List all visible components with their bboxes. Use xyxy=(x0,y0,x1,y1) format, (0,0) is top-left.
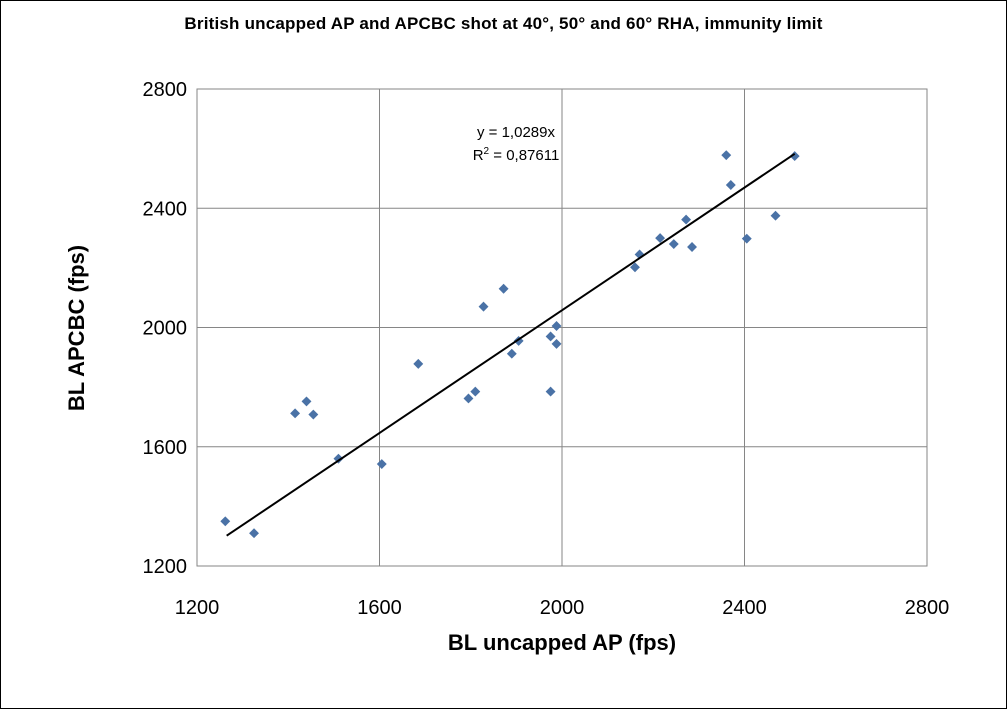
data-point xyxy=(721,150,732,161)
data-point xyxy=(545,331,556,342)
trendline-equation: y = 1,0289x xyxy=(477,124,555,141)
trendline xyxy=(226,153,796,537)
x-tick-label: 2800 xyxy=(905,597,950,619)
y-axis-label: BL APCBC (fps) xyxy=(64,244,89,412)
data-point xyxy=(463,393,474,404)
data-point xyxy=(249,528,259,539)
data-point xyxy=(668,239,679,249)
data-point xyxy=(630,262,640,273)
data-point xyxy=(770,210,781,221)
data-point xyxy=(551,338,562,349)
data-point xyxy=(687,242,697,252)
data-point xyxy=(741,233,752,244)
data-point xyxy=(376,459,387,469)
y-tick-label: 1600 xyxy=(143,437,188,459)
x-tick-label: 1200 xyxy=(175,597,220,619)
data-point xyxy=(506,348,517,359)
y-tick-label: 2400 xyxy=(143,198,188,220)
x-tick-label: 2000 xyxy=(540,597,585,619)
y-tick-label: 2000 xyxy=(143,318,188,340)
r-squared-label: R2 = 0,87611 xyxy=(473,146,560,164)
tick-labels: 1200 1600 2000 2400 2800 1200 1600 2000 2400 2800 xyxy=(143,79,950,619)
data-point xyxy=(789,151,800,162)
y-tick-label: 1200 xyxy=(143,556,188,578)
y-tick-label: 2800 xyxy=(143,79,188,101)
grid-lines xyxy=(196,88,928,567)
data-point xyxy=(413,358,424,369)
data-point xyxy=(545,386,556,397)
chart-title: British uncapped AP and APCBC shot at 40… xyxy=(184,14,823,33)
x-axis-label: BL uncapped AP (fps) xyxy=(447,630,677,655)
data-point xyxy=(551,321,562,331)
plot-area xyxy=(196,88,928,567)
x-tick-label: 1600 xyxy=(357,597,402,619)
x-tick-label: 2400 xyxy=(722,597,767,619)
data-point xyxy=(478,301,489,312)
data-point xyxy=(290,408,301,419)
data-point xyxy=(470,386,481,397)
data-point xyxy=(725,180,736,190)
data-point xyxy=(301,396,312,407)
data-point xyxy=(220,516,231,527)
data-point xyxy=(655,233,666,244)
data-point xyxy=(308,409,319,420)
data-point xyxy=(498,283,509,294)
data-point xyxy=(681,214,692,225)
